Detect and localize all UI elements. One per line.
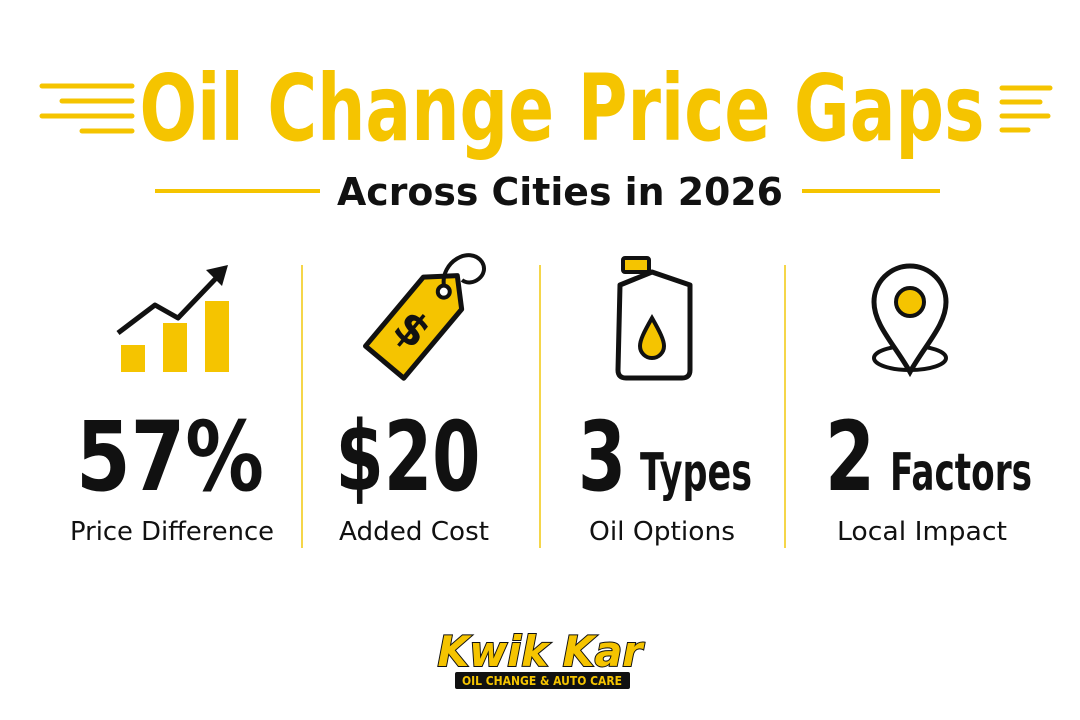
oil-jug-icon	[615, 256, 693, 381]
stat-label: Local Impact	[837, 517, 1007, 547]
stat-figure: 57%	[76, 401, 264, 513]
speed-lines	[39, 83, 1053, 134]
stat-unit: Types	[640, 443, 752, 503]
logo-tagline: OIL CHANGE & AUTO CARE	[462, 674, 622, 688]
stat-unit: Factors	[890, 443, 1032, 503]
stat-label: Price Difference	[70, 517, 274, 547]
map-pin-icon	[871, 263, 949, 378]
stat-label: Added Cost	[339, 517, 489, 547]
logo-bar	[455, 672, 630, 689]
stat-label: Oil Options	[589, 517, 735, 547]
tag-string	[441, 253, 486, 287]
growth-icon	[116, 265, 229, 372]
stat-figure: 3	[578, 401, 626, 513]
logo: Kwik Kar OIL CHANGE & AUTO CARE	[437, 626, 646, 689]
subtitle: Across Cities in 2026	[337, 170, 783, 214]
stat-figure: 2	[825, 401, 875, 513]
title: Oil Change Price Gaps	[140, 55, 985, 162]
stat-figure: $20	[336, 401, 481, 513]
dividers	[301, 265, 786, 548]
logo-name: Kwik Kar	[438, 627, 645, 676]
price-tag-icon: $	[362, 273, 465, 381]
